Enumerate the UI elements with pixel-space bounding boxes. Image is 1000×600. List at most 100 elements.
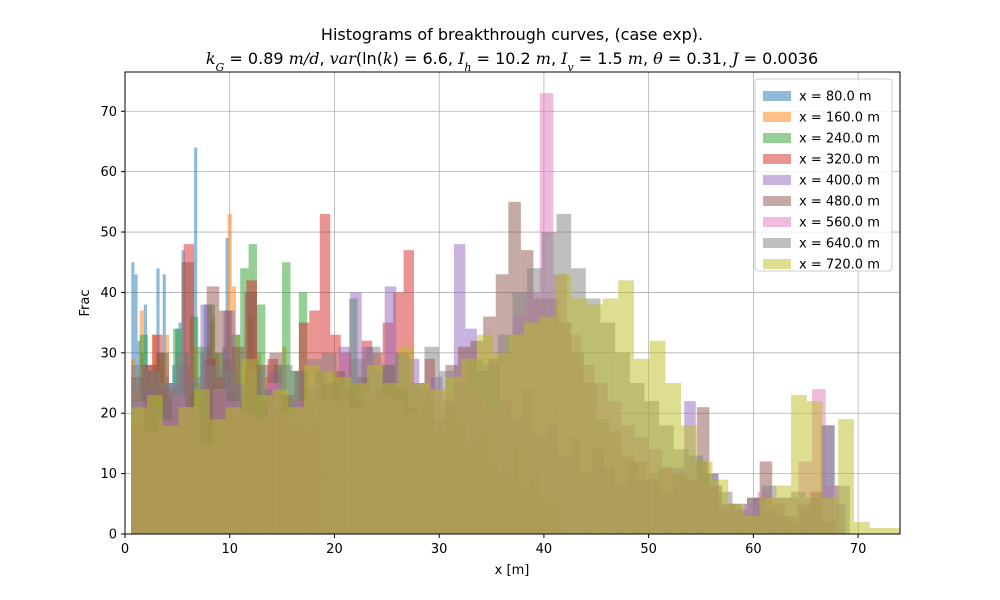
legend-entry: x = 720.0 m: [763, 258, 880, 273]
x-tick-label: 50: [640, 542, 657, 557]
plot-frame: [124, 71, 901, 535]
legend-swatch: [763, 238, 791, 248]
subtitle-part: I: [560, 49, 568, 68]
x-axis-label: x [m]: [495, 563, 530, 578]
histogram-bar: [162, 425, 179, 534]
y-axis-label: Frac: [78, 290, 93, 317]
chart-title: Histograms of breakthrough curves, (case…: [321, 25, 703, 44]
y-tick-label: 0: [109, 528, 117, 543]
histogram-bar: [838, 419, 854, 534]
x-tick-label: 20: [326, 542, 343, 557]
x-tick-label: 10: [221, 542, 238, 557]
y-tick-label: 10: [100, 467, 117, 482]
legend-swatch: [763, 91, 791, 101]
legend-entry: x = 80.0 m: [763, 90, 872, 105]
y-tick-label: 20: [100, 407, 117, 422]
histogram-bar: [586, 304, 603, 534]
subtitle-part: = 0.31,: [663, 49, 732, 68]
histogram-bar: [791, 395, 807, 534]
subtitle-part: m/d: [289, 49, 320, 68]
legend-entry: x = 480.0 m: [763, 195, 880, 210]
y-tick-label: 40: [100, 286, 117, 301]
histogram-bar: [398, 346, 415, 534]
histogram-bar: [335, 376, 352, 534]
histogram-bar: [492, 352, 509, 534]
subtitle-part: θ: [653, 49, 663, 68]
series-9: [131, 274, 900, 534]
legend-swatch: [763, 217, 791, 227]
x-tick-label: 60: [745, 542, 762, 557]
legend-entry: x = 640.0 m: [763, 237, 880, 252]
histogram-bar: [382, 383, 399, 534]
histogram-bar: [429, 389, 446, 534]
histogram-bar: [712, 479, 729, 534]
subtitle-part: I: [457, 49, 465, 68]
histogram-bar: [351, 383, 367, 534]
legend-label: x = 320.0 m: [799, 153, 880, 168]
subtitle-part: ,: [319, 49, 329, 68]
subtitle-part: k: [206, 49, 216, 68]
legend-label: x = 240.0 m: [799, 132, 880, 147]
legend-swatch: [763, 154, 791, 164]
histogram-bar: [241, 358, 257, 534]
histogram-bar: [618, 280, 634, 534]
histogram-bar: [885, 527, 900, 534]
histogram-bar: [743, 515, 760, 534]
histogram-bar: [649, 340, 666, 534]
legend: x = 80.0 m x = 160.0 m x = 240.0 m x = 320.…: [754, 78, 893, 273]
legend-label: x = 160.0 m: [799, 111, 880, 126]
y-tick-label: 60: [100, 165, 117, 180]
subtitle-part: = 0.89: [224, 49, 288, 68]
legend-label: x = 720.0 m: [799, 258, 880, 273]
histogram-bar: [869, 527, 886, 534]
subtitle-part: = 10.2: [472, 49, 536, 68]
legend-swatch: [763, 133, 791, 143]
histogram-bar: [209, 419, 226, 534]
legend-label: x = 480.0 m: [799, 195, 880, 210]
subtitle-part: = 1.5: [574, 49, 628, 68]
subtitle-part: m: [536, 49, 551, 68]
legend-label: x = 80.0 m: [799, 90, 872, 105]
subtitle-part: ,: [643, 49, 653, 68]
histogram-bar: [696, 461, 713, 534]
subtitle-part: k: [383, 49, 393, 68]
histogram-bar: [319, 370, 336, 534]
legend-entry: x = 160.0 m: [763, 111, 880, 126]
histogram-bars: [131, 93, 900, 535]
chart-subtitle: kG = 0.89 m/d, var(ln(k) = 6.6, Ih = 10.…: [206, 49, 818, 74]
legend-entry: x = 400.0 m: [763, 174, 880, 189]
x-tick-label: 70: [850, 542, 867, 557]
histogram-bar: [225, 407, 242, 534]
histogram-bar: [555, 274, 572, 534]
x-tick-label: 0: [121, 542, 129, 557]
subtitle-part: ,: [551, 49, 561, 68]
histogram-bar: [806, 401, 823, 534]
histogram-bar: [728, 503, 744, 534]
y-tick-label: 70: [100, 105, 117, 120]
legend-label: x = 400.0 m: [799, 174, 880, 189]
x-tick-label: 40: [536, 542, 553, 557]
histogram-bar: [288, 407, 305, 534]
legend-label: x = 560.0 m: [799, 216, 880, 231]
x-tick-label: 30: [431, 542, 448, 557]
y-tick-label: 50: [100, 226, 117, 241]
legend-swatch: [763, 259, 791, 269]
histogram-bar: [178, 407, 195, 534]
histogram-bar: [272, 389, 289, 534]
histogram-bar: [461, 358, 477, 534]
histogram-bar: [539, 316, 556, 534]
subtitle-part: (ln(: [356, 49, 383, 68]
histogram-bar: [759, 497, 776, 534]
histogram-bar: [775, 485, 792, 534]
histogram-bar: [665, 383, 682, 534]
histogram-bar: [131, 407, 147, 534]
subtitle-part: v: [567, 61, 574, 74]
legend-entry: x = 320.0 m: [763, 153, 880, 168]
subtitle-part: G: [216, 61, 225, 74]
histogram-bar: [681, 425, 697, 534]
histogram-bar: [445, 376, 462, 534]
subtitle-part: m: [628, 49, 643, 68]
histogram-bar: [366, 364, 383, 534]
histogram-bar: [508, 334, 525, 534]
